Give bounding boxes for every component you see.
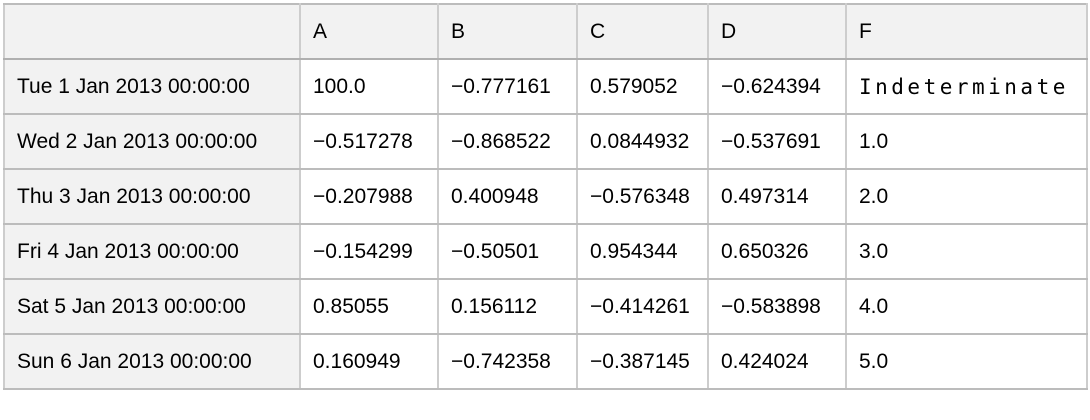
row-label: Sun 6 Jan 2013 00:00:00 [3, 333, 301, 390]
table-cell: −0.387145 [576, 333, 709, 390]
table-body: Tue 1 Jan 2013 00:00:00 100.0 −0.777161 … [3, 58, 1088, 390]
table-cell: 0.85055 [299, 278, 439, 335]
column-header-blank [3, 3, 301, 60]
column-header-F: F [845, 3, 1088, 60]
table-cell: 4.0 [845, 278, 1088, 335]
table-cell: −0.624394 [707, 58, 847, 115]
table-row: Sun 6 Jan 2013 00:00:00 0.160949 −0.7423… [3, 333, 1088, 390]
table-cell: 0.497314 [707, 168, 847, 225]
column-header-B: B [437, 3, 578, 60]
table-cell: 5.0 [845, 333, 1088, 390]
table-cell: 3.0 [845, 223, 1088, 280]
table-cell: 0.160949 [299, 333, 439, 390]
row-label: Sat 5 Jan 2013 00:00:00 [3, 278, 301, 335]
column-header-A: A [299, 3, 439, 60]
table-row: Thu 3 Jan 2013 00:00:00 −0.207988 0.4009… [3, 168, 1088, 225]
table-cell: −0.414261 [576, 278, 709, 335]
data-table: A B C D F Tue 1 Jan 2013 00:00:00 100.0 … [3, 3, 1088, 390]
table-cell: −0.517278 [299, 113, 439, 170]
table-cell: −0.742358 [437, 333, 578, 390]
table-cell: 0.424024 [707, 333, 847, 390]
column-header-D: D [707, 3, 847, 60]
table-cell: 0.0844932 [576, 113, 709, 170]
header-row: A B C D F [3, 3, 1088, 60]
table-cell: 0.650326 [707, 223, 847, 280]
table-cell: −0.576348 [576, 168, 709, 225]
table-row: Wed 2 Jan 2013 00:00:00 −0.517278 −0.868… [3, 113, 1088, 170]
row-label: Fri 4 Jan 2013 00:00:00 [3, 223, 301, 280]
table-row: Tue 1 Jan 2013 00:00:00 100.0 −0.777161 … [3, 58, 1088, 115]
table-cell: −0.50501 [437, 223, 578, 280]
table-header: A B C D F [3, 3, 1088, 60]
table-cell: 1.0 [845, 113, 1088, 170]
table-cell: −0.583898 [707, 278, 847, 335]
column-header-C: C [576, 3, 709, 60]
table-cell: 2.0 [845, 168, 1088, 225]
table-cell: 100.0 [299, 58, 439, 115]
table-cell: −0.537691 [707, 113, 847, 170]
table-cell: −0.207988 [299, 168, 439, 225]
table-cell: −0.777161 [437, 58, 578, 115]
row-label: Tue 1 Jan 2013 00:00:00 [3, 58, 301, 115]
table-row: Fri 4 Jan 2013 00:00:00 −0.154299 −0.505… [3, 223, 1088, 280]
table-cell: −0.154299 [299, 223, 439, 280]
table-cell: 0.579052 [576, 58, 709, 115]
row-label: Wed 2 Jan 2013 00:00:00 [3, 113, 301, 170]
table-cell: 0.954344 [576, 223, 709, 280]
table-cell: 0.400948 [437, 168, 578, 225]
table-cell: 0.156112 [437, 278, 578, 335]
table-cell-indeterminate: Indeterminate [845, 58, 1088, 115]
table-cell: −0.868522 [437, 113, 578, 170]
table-row: Sat 5 Jan 2013 00:00:00 0.85055 0.156112… [3, 278, 1088, 335]
row-label: Thu 3 Jan 2013 00:00:00 [3, 168, 301, 225]
